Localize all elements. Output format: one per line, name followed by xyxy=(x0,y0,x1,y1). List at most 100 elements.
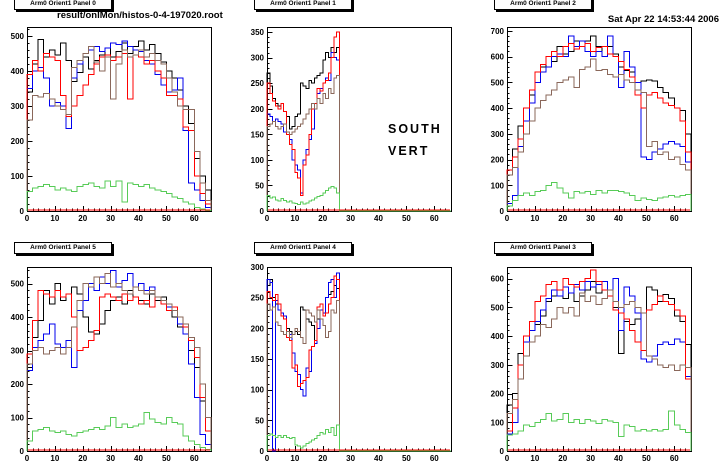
svg-text:600: 600 xyxy=(491,53,505,62)
svg-text:10: 10 xyxy=(290,214,299,223)
svg-text:300: 300 xyxy=(491,361,505,370)
svg-text:30: 30 xyxy=(106,454,115,463)
svg-text:0: 0 xyxy=(25,214,30,223)
svg-text:50: 50 xyxy=(642,214,651,223)
histogram-plot-panel-5: 0 10 20 30 40 50 60 0 100 200 300 400 500 xyxy=(11,267,212,463)
svg-text:50: 50 xyxy=(162,454,171,463)
svg-text:0: 0 xyxy=(260,207,265,216)
panel-title: Arm0 Orient1 Panel 1 xyxy=(270,0,336,7)
svg-text:50: 50 xyxy=(255,181,264,190)
svg-text:250: 250 xyxy=(251,79,265,88)
svg-text:30: 30 xyxy=(106,214,115,223)
svg-text:50: 50 xyxy=(642,454,651,463)
svg-text:700: 700 xyxy=(491,27,505,36)
svg-text:0: 0 xyxy=(20,207,25,216)
svg-text:600: 600 xyxy=(491,275,505,284)
svg-text:SOUTH: SOUTH xyxy=(388,122,442,136)
svg-text:150: 150 xyxy=(251,355,265,364)
svg-text:300: 300 xyxy=(251,263,265,272)
svg-text:30: 30 xyxy=(346,214,355,223)
svg-text:400: 400 xyxy=(491,332,505,341)
svg-text:40: 40 xyxy=(614,214,623,223)
svg-text:200: 200 xyxy=(491,156,505,165)
svg-text:60: 60 xyxy=(190,454,199,463)
svg-text:100: 100 xyxy=(251,386,265,395)
panel-title: Arm0 Orient1 Panel 4 xyxy=(270,244,336,251)
svg-text:200: 200 xyxy=(11,380,25,389)
svg-text:0: 0 xyxy=(260,447,265,456)
svg-text:200: 200 xyxy=(11,137,25,146)
svg-text:100: 100 xyxy=(491,181,505,190)
svg-text:0: 0 xyxy=(500,447,505,456)
svg-text:30: 30 xyxy=(586,214,595,223)
svg-text:10: 10 xyxy=(530,214,539,223)
svg-text:500: 500 xyxy=(491,78,505,87)
svg-text:10: 10 xyxy=(50,454,59,463)
svg-text:60: 60 xyxy=(670,214,679,223)
pad-panel-3: Arm0 Orient1 Panel 3 0 10 20 30 40 50 60 0 100 20… xyxy=(480,234,721,469)
svg-text:50: 50 xyxy=(402,454,411,463)
svg-text:0: 0 xyxy=(505,454,510,463)
svg-text:0: 0 xyxy=(505,214,510,223)
svg-text:0: 0 xyxy=(25,454,30,463)
pad-panel-5: Arm0 Orient1 Panel 5 0 10 20 30 40 50 60 0 100 20… xyxy=(0,234,240,469)
panel-title: Arm0 Orient1 Panel 3 xyxy=(510,244,576,251)
svg-text:20: 20 xyxy=(78,454,87,463)
svg-text:200: 200 xyxy=(251,324,265,333)
svg-text:30: 30 xyxy=(586,454,595,463)
svg-text:500: 500 xyxy=(11,280,25,289)
svg-text:0: 0 xyxy=(20,447,25,456)
svg-text:200: 200 xyxy=(491,390,505,399)
svg-text:300: 300 xyxy=(491,130,505,139)
svg-text:100: 100 xyxy=(491,418,505,427)
svg-text:500: 500 xyxy=(491,303,505,312)
svg-text:300: 300 xyxy=(251,54,265,63)
pad-panel-2: Arm0 Orient1 Panel 2 0 10 20 30 40 50 60 0 100 20… xyxy=(480,0,721,234)
svg-text:150: 150 xyxy=(251,130,265,139)
panel-title: Arm0 Orient1 Panel 2 xyxy=(510,0,576,7)
svg-text:40: 40 xyxy=(614,454,623,463)
pad-panel-1: Arm0 Orient1 Panel 1 0 10 20 30 40 50 60 0 50 100… xyxy=(240,0,480,234)
svg-text:100: 100 xyxy=(251,156,265,165)
svg-text:40: 40 xyxy=(374,454,383,463)
svg-text:10: 10 xyxy=(50,214,59,223)
histogram-plot-panel-0: 0 10 20 30 40 50 60 0 100 200 300 400 500 xyxy=(11,27,212,223)
svg-text:400: 400 xyxy=(11,67,25,76)
svg-text:20: 20 xyxy=(318,454,327,463)
histogram-plot-panel-1: 0 10 20 30 40 50 60 0 50 100 150 200 250 300 350 SOUTH V… xyxy=(251,27,452,223)
panel-title-pave: Arm0 Orient1 Panel 2 xyxy=(494,0,592,10)
svg-text:500: 500 xyxy=(11,32,25,41)
svg-text:40: 40 xyxy=(374,214,383,223)
panel-title-pave: Arm0 Orient1 Panel 3 xyxy=(494,242,592,254)
file-path-label: result/onlMon/histos-0-4-197020.root xyxy=(57,10,223,21)
svg-text:20: 20 xyxy=(558,454,567,463)
svg-text:20: 20 xyxy=(318,214,327,223)
svg-text:250: 250 xyxy=(251,294,265,303)
svg-text:0: 0 xyxy=(500,207,505,216)
svg-text:10: 10 xyxy=(530,454,539,463)
histogram-plot-panel-4: 0 10 20 30 40 50 60 0 50 100 150 200 250 300 xyxy=(251,263,452,463)
panel-title: Arm0 Orient1 Panel 5 xyxy=(30,244,96,251)
panel-title-pave: Arm0 Orient1 Panel 5 xyxy=(14,242,112,254)
panel-title-pave: Arm0 Orient1 Panel 1 xyxy=(254,0,352,10)
svg-text:100: 100 xyxy=(11,414,25,423)
svg-text:0: 0 xyxy=(265,454,270,463)
pad-panel-0: Arm0 Orient1 Panel 0 0 10 20 30 40 50 60 0 100 20… xyxy=(0,0,240,234)
svg-text:50: 50 xyxy=(402,214,411,223)
svg-text:60: 60 xyxy=(670,454,679,463)
svg-text:VERT: VERT xyxy=(388,144,429,158)
svg-text:20: 20 xyxy=(78,214,87,223)
pad-panel-4: Arm0 Orient1 Panel 4 0 10 20 30 40 50 60 0 50 100… xyxy=(240,234,480,469)
svg-text:200: 200 xyxy=(251,105,265,114)
svg-text:60: 60 xyxy=(430,454,439,463)
svg-text:40: 40 xyxy=(134,454,143,463)
svg-text:0: 0 xyxy=(265,214,270,223)
svg-text:60: 60 xyxy=(430,214,439,223)
svg-text:10: 10 xyxy=(290,454,299,463)
svg-text:30: 30 xyxy=(346,454,355,463)
svg-text:40: 40 xyxy=(134,214,143,223)
timestamp-label: Sat Apr 22 14:53:44 2006 xyxy=(607,14,719,25)
